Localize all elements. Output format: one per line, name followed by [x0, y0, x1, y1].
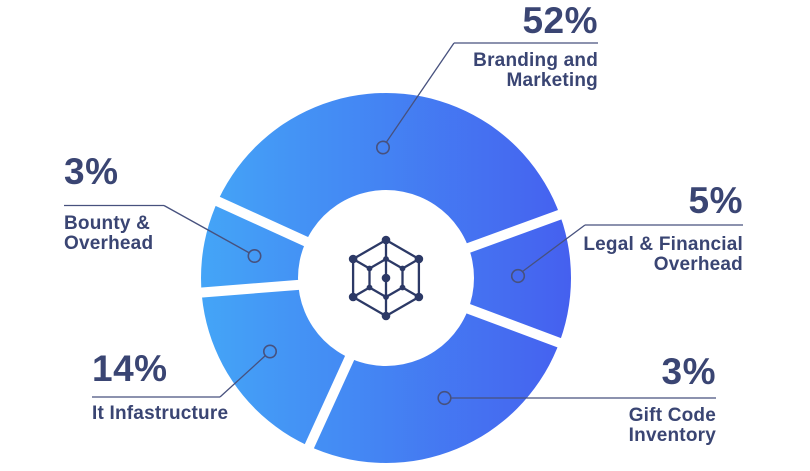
leader-infra	[92, 344, 277, 398]
label-infra: It Infastructure	[92, 403, 229, 424]
marker-legal	[510, 268, 526, 284]
callout-infra: 14% It Infastructure	[92, 349, 352, 424]
percent-gift: 3%	[661, 351, 716, 392]
leader-lines	[64, 42, 743, 406]
label-legal: Legal & Financial Overhead	[583, 234, 743, 275]
leader-gift	[437, 390, 716, 406]
leader-branding	[375, 42, 598, 155]
callout-branding: 52% Branding and Marketing	[338, 1, 598, 91]
slice-gaps	[189, 191, 573, 460]
percent-infra: 14%	[92, 348, 168, 389]
marker-branding	[375, 140, 390, 155]
label-bounty: Bounty & Overhead	[64, 213, 154, 254]
callout-gift: 3% Gift Code Inventory	[496, 352, 716, 446]
label-gift: Gift Code Inventory	[628, 405, 716, 446]
gap-branding-bounty	[204, 191, 318, 251]
callout-legal: 5% Legal & Financial Overhead	[483, 181, 743, 275]
label-branding: Branding and Marketing	[473, 50, 598, 91]
leader-bounty	[64, 204, 262, 264]
percent-branding: 52%	[522, 0, 598, 41]
gap-gift-legal	[457, 300, 573, 352]
donut-ring	[201, 93, 571, 463]
marker-bounty	[247, 249, 262, 264]
blockchain-network-icon	[348, 235, 424, 321]
callout-bounty: 3% Bounty & Overhead	[64, 152, 284, 254]
percent-bounty: 3%	[64, 151, 119, 192]
marker-gift	[437, 390, 452, 406]
leader-legal	[510, 224, 743, 284]
marker-infra	[262, 344, 277, 359]
gap-bounty-infra	[189, 279, 309, 299]
gap-branding-legal	[457, 205, 573, 256]
percent-legal: 5%	[688, 180, 743, 221]
gap-infra-gift	[299, 346, 359, 460]
